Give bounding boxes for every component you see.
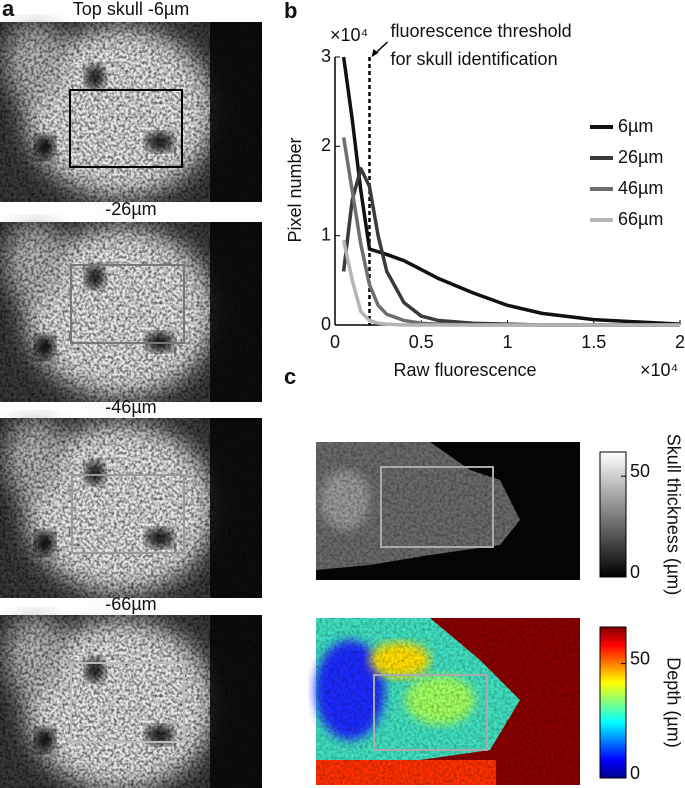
annotation-arrowhead bbox=[371, 49, 379, 57]
y-tick-label: 0 bbox=[321, 314, 331, 334]
image bbox=[0, 22, 262, 202]
colorbar-tick-label: 0 bbox=[630, 562, 640, 582]
series-line bbox=[341, 56, 681, 326]
image bbox=[0, 222, 262, 402]
x-tick-label: 0 bbox=[330, 332, 340, 352]
thickness-map bbox=[316, 442, 627, 580]
x-multiplier: ×10⁴ bbox=[640, 360, 678, 380]
panel-label: b bbox=[284, 0, 297, 23]
panel-label: c bbox=[284, 364, 296, 389]
y-tick-label: 1 bbox=[321, 224, 331, 244]
image-title: -26µm bbox=[105, 199, 156, 219]
image-stack bbox=[0, 22, 262, 788]
image-title: Top skull -6µm bbox=[73, 0, 189, 19]
legend-label: 66µm bbox=[618, 209, 663, 229]
colorbar-tick-label: 0 bbox=[630, 763, 640, 783]
y-tick-label: 2 bbox=[321, 135, 331, 155]
image-title: -66µm bbox=[105, 594, 156, 614]
annotation: for skull identification bbox=[391, 49, 558, 69]
legend-label: 46µm bbox=[618, 178, 663, 198]
depth-map bbox=[315, 618, 627, 785]
roi-box bbox=[70, 264, 185, 344]
roi-box bbox=[71, 474, 185, 554]
colorbar-label: Skull thickness (µm) bbox=[663, 434, 683, 595]
x-tick-label: 1.5 bbox=[581, 332, 606, 352]
y-tick-label: 3 bbox=[321, 46, 331, 66]
y-axis-label: Pixel number bbox=[285, 137, 305, 242]
annotation: fluorescence threshold bbox=[391, 21, 572, 41]
roi-box bbox=[70, 662, 185, 743]
image-title: -46µm bbox=[105, 397, 156, 417]
image bbox=[0, 615, 262, 788]
colorbar-tick-label: 50 bbox=[630, 461, 650, 481]
y-multiplier: ×10⁴ bbox=[330, 25, 368, 45]
legend-label: 6µm bbox=[618, 116, 653, 136]
x-tick-label: 2 bbox=[675, 332, 685, 352]
panel-label: a bbox=[2, 0, 15, 21]
roi-box bbox=[69, 89, 183, 168]
legend-label: 26µm bbox=[618, 147, 663, 167]
colorbar-label: Depth (µm) bbox=[663, 657, 683, 747]
colorbar-tick-label: 50 bbox=[630, 648, 650, 668]
series-line bbox=[341, 239, 680, 327]
x-tick-label: 1 bbox=[502, 332, 512, 352]
x-axis-label: Raw fluorescence bbox=[393, 360, 536, 380]
image bbox=[0, 418, 262, 598]
x-tick-label: 0.5 bbox=[409, 332, 434, 352]
